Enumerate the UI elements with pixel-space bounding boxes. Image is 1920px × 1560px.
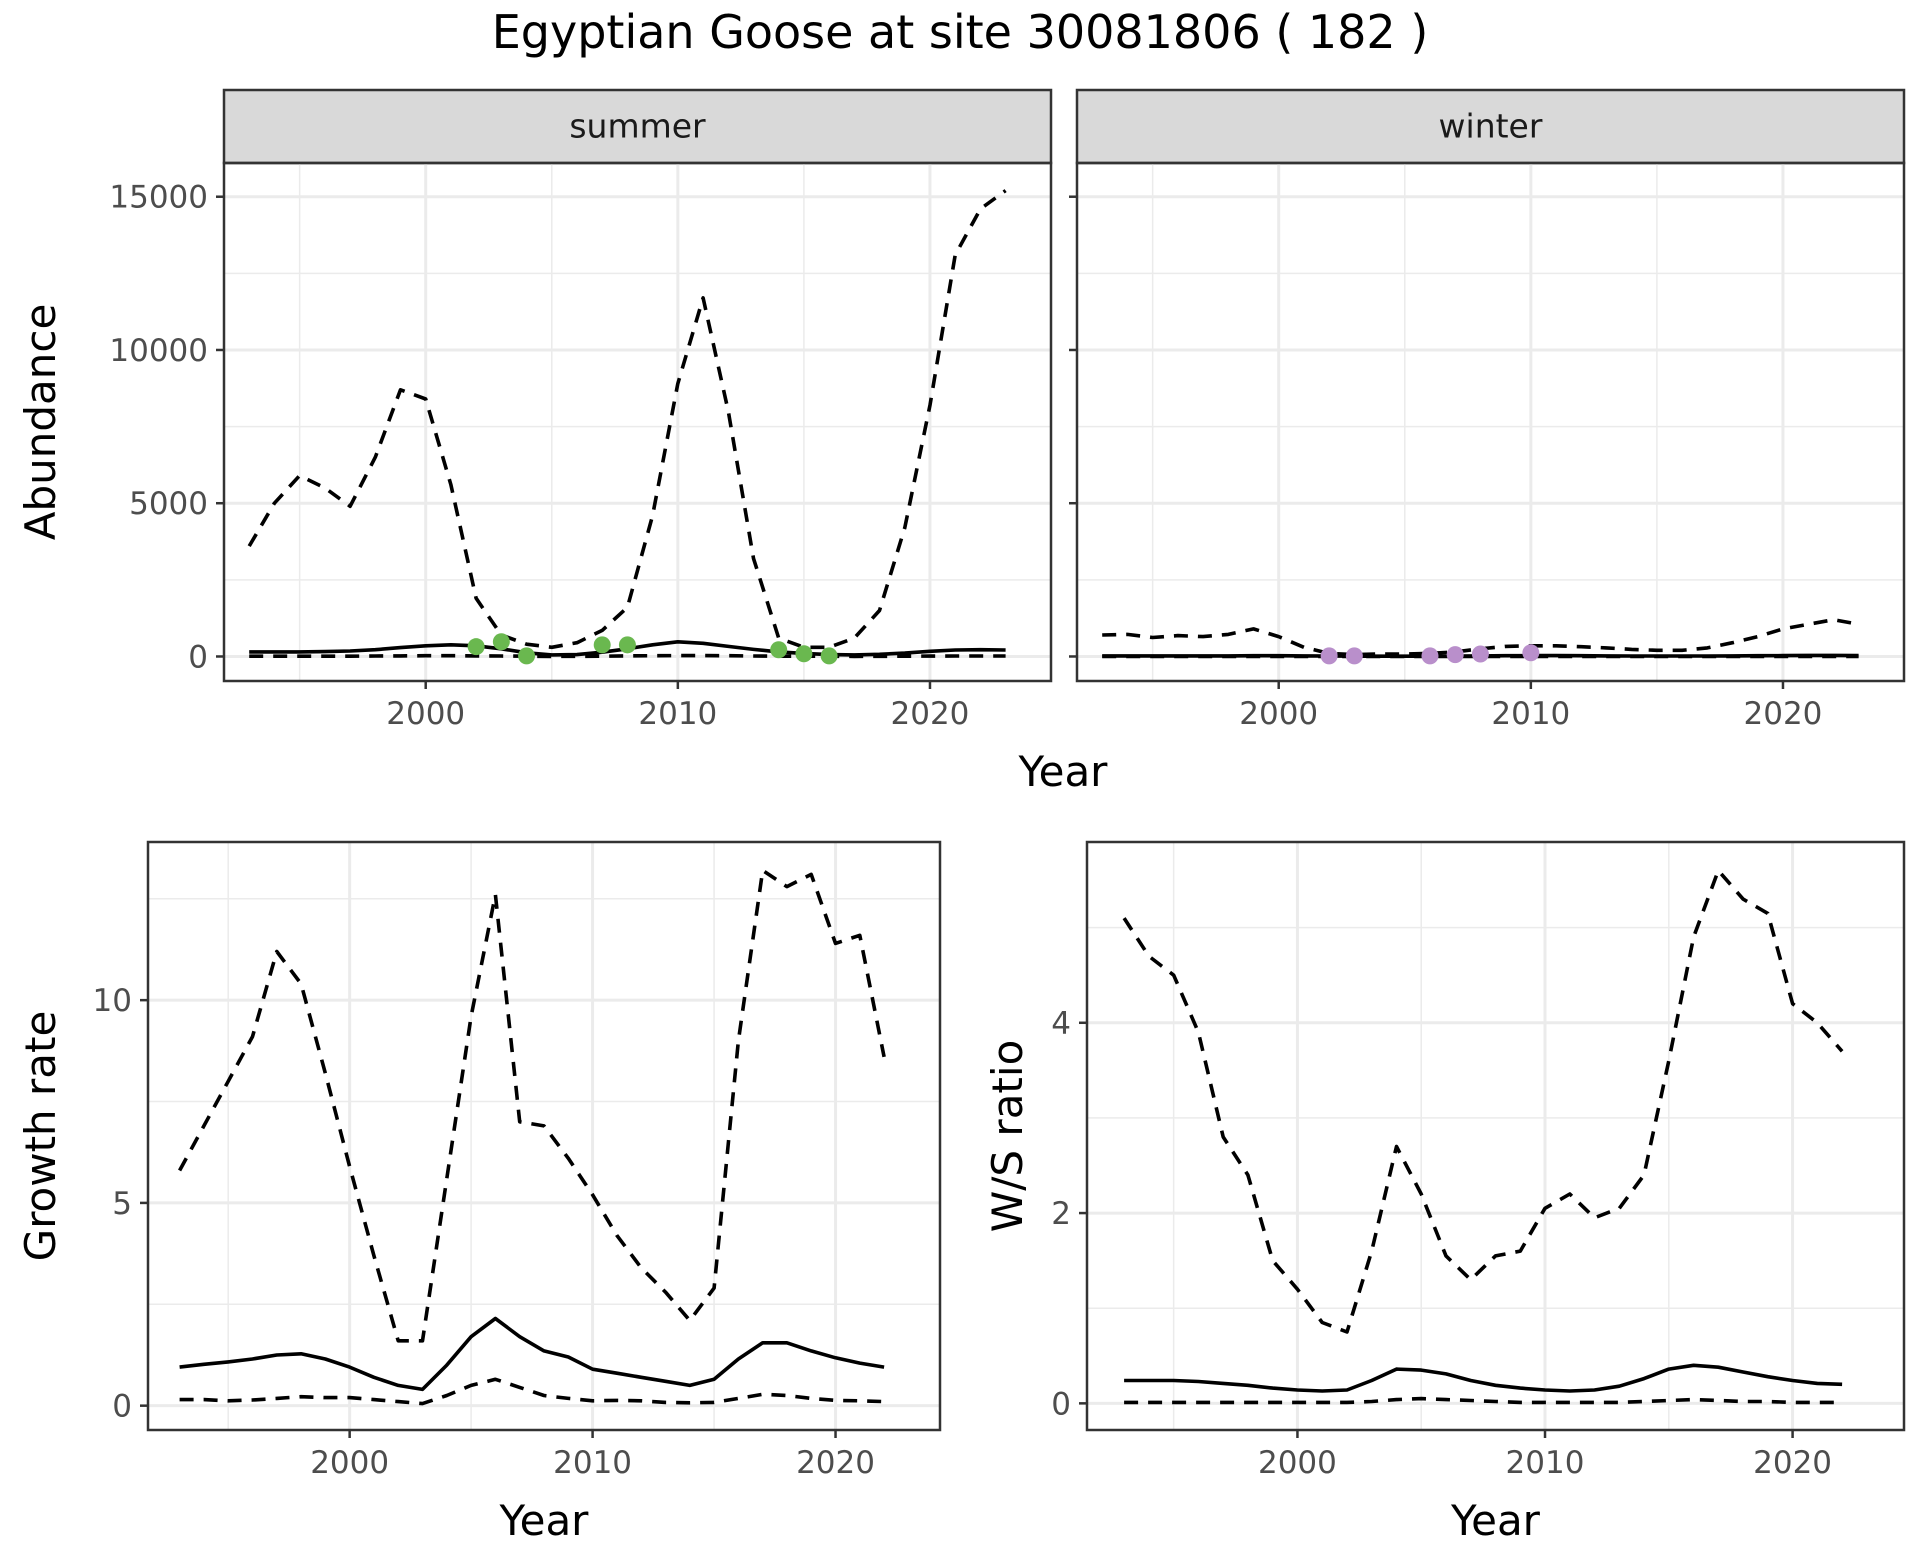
- ratio-series-lower: [1124, 1396, 1843, 1405]
- summer-data-point: [593, 636, 611, 654]
- winter-data-point: [1320, 647, 1338, 665]
- summer-data-point: [467, 638, 485, 656]
- summer-y-tick-label: 10000: [109, 333, 208, 369]
- summer-data-point: [492, 633, 510, 651]
- winter-data-point: [1446, 646, 1464, 664]
- ratio-data: [1122, 868, 1844, 1405]
- summer-data-point: [795, 645, 813, 663]
- summer-data-point: [518, 647, 536, 665]
- growth-series-mean: [179, 1316, 885, 1392]
- winter-series-upper: [1102, 617, 1859, 657]
- summer-x-tick-label: 2000: [386, 696, 465, 732]
- growth-series-lower: [179, 1377, 885, 1406]
- top-row-x-axis-title: Year: [1018, 747, 1109, 796]
- summer-data-point: [820, 647, 838, 665]
- summer-strip-label: summer: [569, 107, 706, 146]
- winter-data-point: [1421, 647, 1439, 665]
- winter-data: [1102, 617, 1859, 665]
- summer-data-point: [618, 636, 636, 654]
- winter-x-tick-label: 2010: [1491, 696, 1570, 732]
- summer-x-tick-label: 2020: [891, 696, 970, 732]
- growth-x-tick-label: 2020: [796, 1445, 875, 1481]
- ratio-y-tick-label: 2: [1051, 1196, 1071, 1232]
- growth-y-tick-label: 0: [112, 1389, 132, 1425]
- winter-strip: [1075, 88, 1906, 165]
- summer-y-tick-label: 15000: [109, 180, 208, 216]
- growth-panel-border: [146, 840, 942, 1432]
- summer-data: [247, 189, 1007, 665]
- winter-strip-label: winter: [1439, 107, 1543, 146]
- winter-panel: winter 2000 2010 2020: [1069, 88, 1906, 732]
- summer-strip: [222, 88, 1053, 165]
- summer-panel-border: [222, 161, 1053, 683]
- growth-panel: 2000 2010 2020 0 5 10 Growth rate Year: [16, 840, 942, 1545]
- growth-series-upper: [178, 868, 886, 1343]
- summer-x-tick-label: 2010: [638, 696, 717, 732]
- growth-x-tick-label: 2000: [310, 1445, 389, 1481]
- ratio-x-tick-label: 2000: [1258, 1445, 1337, 1481]
- summer-series-lower: [249, 653, 1006, 659]
- summer-y-axis-title: Abundance: [16, 304, 65, 541]
- summer-data-point: [770, 641, 788, 659]
- growth-y-axis-title: Growth rate: [16, 1011, 65, 1262]
- ratio-x-tick-label: 2010: [1506, 1445, 1585, 1481]
- summer-panel: summer 2000 2010 2020 0 5000 10000 15000 Abundan…: [16, 88, 1053, 732]
- ratio-series-upper: [1122, 868, 1844, 1334]
- growth-x-tick-label: 2010: [553, 1445, 632, 1481]
- winter-x-tick-label: 2000: [1239, 696, 1318, 732]
- ratio-series-mean: [1124, 1363, 1843, 1393]
- growth-data: [178, 868, 886, 1406]
- ratio-y-tick-label: 0: [1051, 1386, 1071, 1422]
- ratio-x-axis-title: Year: [1450, 1496, 1541, 1545]
- winter-data-point: [1522, 644, 1540, 662]
- growth-x-axis-title: Year: [499, 1496, 590, 1545]
- ratio-panel-border: [1085, 840, 1906, 1432]
- ratio-y-tick-label: 4: [1051, 1006, 1071, 1042]
- ratio-x-tick-label: 2020: [1753, 1445, 1832, 1481]
- growth-y-tick-label: 10: [93, 983, 132, 1019]
- ratio-panel: 2000 2010 2020 0 2 4 W/S ratio Year: [983, 840, 1906, 1545]
- summer-y-tick-label: 0: [188, 639, 208, 675]
- winter-x-tick-label: 2020: [1744, 696, 1823, 732]
- winter-panel-border: [1075, 161, 1906, 683]
- summer-series-upper: [247, 189, 1007, 650]
- winter-data-point: [1345, 647, 1363, 665]
- growth-y-tick-label: 5: [112, 1186, 132, 1222]
- winter-data-point: [1471, 645, 1489, 663]
- figure-title: Egyptian Goose at site 30081806 ( 182 ): [492, 5, 1429, 59]
- summer-y-tick-label: 5000: [129, 486, 208, 522]
- ratio-y-axis-title: W/S ratio: [983, 1040, 1032, 1233]
